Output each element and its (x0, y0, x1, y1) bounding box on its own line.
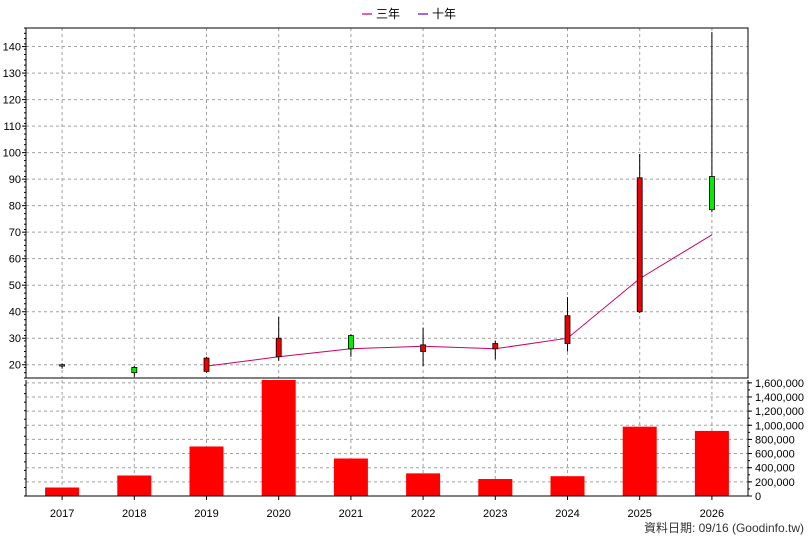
volume-tick-label-1: 200,000 (755, 477, 795, 489)
volume-bar-3 (261, 380, 296, 496)
volume-tick-label-2: 400,000 (755, 463, 795, 475)
price-tick-label-1: 30 (9, 333, 21, 345)
price-tick-label-3: 50 (9, 280, 21, 292)
volume-tick-label-4: 800,000 (755, 434, 795, 446)
volume-bar-1 (117, 475, 152, 496)
legend-label-1: 十年 (432, 7, 456, 21)
volume-bar-6 (478, 479, 513, 496)
price-tick-label-7: 90 (9, 174, 21, 186)
x-tick-label-6: 2023 (483, 508, 507, 520)
price-tick-label-8: 100 (3, 148, 21, 160)
volume-bar-9 (694, 430, 729, 496)
price-tick-label-0: 20 (9, 360, 21, 372)
volume-bar-7 (550, 476, 585, 496)
x-tick-label-2: 2019 (194, 508, 218, 520)
x-tick-label-3: 2020 (266, 508, 290, 520)
legend-label-0: 三年 (376, 7, 400, 21)
candle-body-0 (59, 364, 65, 367)
x-tick-label-5: 2022 (411, 508, 435, 520)
volume-tick-label-8: 1,600,000 (755, 378, 804, 390)
x-tick-label-1: 2018 (122, 508, 146, 520)
price-tick-label-10: 120 (3, 95, 21, 107)
volume-bar-0 (45, 487, 80, 496)
volume-bar-5 (406, 473, 441, 496)
candle-body-5 (420, 344, 427, 352)
volume-bars (45, 380, 729, 496)
volume-tick-label-3: 600,000 (755, 449, 795, 461)
candle-body-8 (636, 177, 643, 313)
x-tick-label-0: 2017 (50, 508, 74, 520)
volume-tick-label-6: 1,200,000 (755, 406, 804, 418)
price-tick-label-12: 140 (3, 42, 21, 54)
x-tick-label-8: 2025 (627, 508, 651, 520)
axes: 20 30 40 50 60 70 80 90 100 110 120 130 140 0 200,000 4… (3, 27, 804, 520)
volume-bar-4 (333, 458, 368, 496)
price-tick-label-5: 70 (9, 227, 21, 239)
volume-tick-label-0: 0 (755, 491, 761, 503)
candle-body-6 (492, 343, 499, 350)
ma-line-three-year (206, 234, 713, 367)
legend: 三年 十年 (362, 7, 456, 21)
candle-body-1 (131, 366, 138, 374)
price-tick-label-4: 60 (9, 254, 21, 266)
x-tick-label-9: 2026 (700, 508, 724, 520)
candles (59, 31, 715, 377)
candle-body-3 (275, 337, 282, 358)
volume-tick-label-5: 1,000,000 (755, 420, 804, 432)
price-tick-label-2: 40 (9, 307, 21, 319)
volume-tick-label-7: 1,400,000 (755, 392, 804, 404)
footer-source: 資料日期: 09/16 (Goodinfo.tw) (644, 521, 804, 535)
price-tick-label-11: 130 (3, 68, 21, 80)
price-tick-label-9: 110 (3, 121, 21, 133)
candle-body-7 (564, 315, 571, 344)
ma-line (206, 234, 713, 367)
volume-bar-8 (622, 426, 657, 496)
x-tick-label-4: 2021 (339, 508, 363, 520)
volume-bar-2 (189, 446, 224, 496)
candle-body-2 (203, 357, 210, 372)
price-tick-label-6: 80 (9, 201, 21, 213)
candle-body-9 (709, 176, 715, 211)
x-tick-label-7: 2024 (555, 508, 579, 520)
candle-body-4 (347, 335, 354, 350)
